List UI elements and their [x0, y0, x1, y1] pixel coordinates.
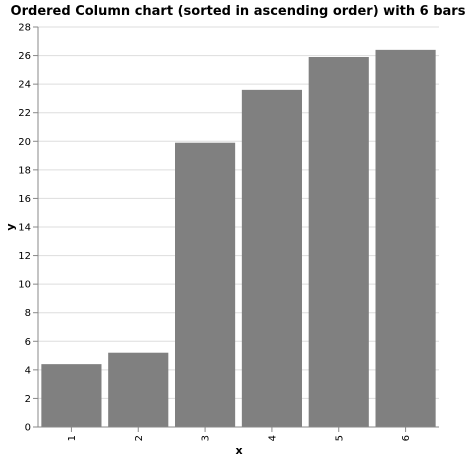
- y-axis-title: y: [4, 223, 17, 230]
- y-tick-label: 2: [25, 394, 31, 405]
- bar-5: [309, 57, 369, 427]
- x-tick-label: 3: [201, 435, 212, 441]
- y-tick-label: 0: [25, 423, 31, 434]
- y-tick-label: 24: [18, 80, 31, 91]
- x-tick-label: 1: [67, 435, 78, 441]
- y-tick-label: 14: [18, 223, 31, 234]
- y-tick-label: 18: [18, 165, 31, 176]
- y-tick-label: 26: [18, 51, 31, 62]
- x-tick-label: 2: [134, 435, 145, 441]
- bar-6: [376, 50, 436, 427]
- y-tick-label: 22: [18, 108, 31, 119]
- bar-2: [108, 353, 168, 427]
- y-tick-label: 20: [18, 137, 31, 148]
- x-axis-title: x: [235, 444, 242, 457]
- bar-1: [41, 364, 101, 427]
- y-tick-label: 4: [25, 365, 31, 376]
- y-tick-label: 16: [18, 194, 31, 205]
- y-tick-label: 8: [25, 308, 31, 319]
- y-tick-label: 6: [25, 337, 31, 348]
- x-tick-label: 4: [267, 435, 278, 441]
- bar-4: [242, 90, 302, 427]
- x-tick-label: 5: [334, 435, 345, 441]
- y-tick-label: 28: [18, 23, 31, 34]
- x-tick-label: 6: [401, 435, 412, 441]
- y-tick-label: 12: [18, 251, 31, 262]
- y-tick-label: 10: [18, 280, 31, 291]
- chart-title: Ordered Column chart (sorted in ascendin…: [11, 4, 466, 19]
- bars: [41, 50, 435, 427]
- bar-3: [175, 143, 235, 427]
